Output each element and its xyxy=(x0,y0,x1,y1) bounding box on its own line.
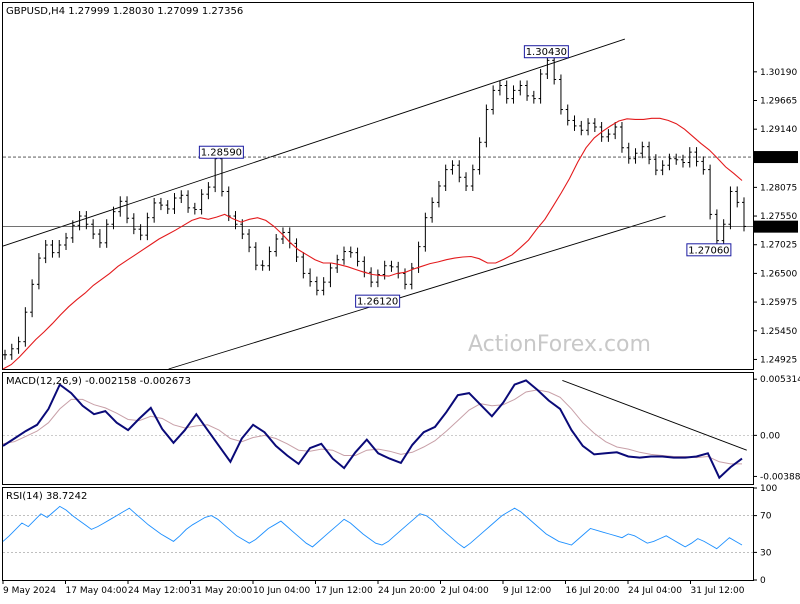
rsi-axis-tick-label: 100 xyxy=(760,484,777,494)
rsi-panel-frame xyxy=(2,487,754,581)
price-panel-frame xyxy=(2,2,754,370)
x-axis-tick-label: 9 Jul 12:00 xyxy=(503,586,552,596)
x-axis-tick-label: 24 May 12:00 xyxy=(128,586,190,596)
macd-panel-frame xyxy=(2,372,754,485)
annotation-label: 1.28590 xyxy=(201,148,242,159)
price-axis-tick-label: 1.25450 xyxy=(760,327,797,337)
macd-axis-tick-label: 0.00 xyxy=(760,431,780,441)
price-axis-tick-label: 1.25975 xyxy=(760,298,797,308)
price-badge-0 xyxy=(754,151,798,164)
price-axis-tick-label: 1.29665 xyxy=(760,97,797,107)
annotation-label: 1.27060 xyxy=(688,245,729,256)
price-badge-1 xyxy=(754,220,798,233)
macd-signal-line xyxy=(2,389,742,465)
price-axis-tick-label: 1.29140 xyxy=(760,125,797,135)
macd-trendline xyxy=(562,379,747,451)
x-axis-tick-label: 31 Jul 12:00 xyxy=(691,586,745,596)
price-badge-label-0: 1.28630 xyxy=(757,154,794,164)
price-axis-tick-label: 1.27550 xyxy=(760,212,797,222)
x-axis-tick-label: 17 May 04:00 xyxy=(66,586,128,596)
price-panel-header: GBPUSD,H4 1.27999 1.28030 1.27099 1.2735… xyxy=(6,6,243,17)
x-axis-tick-label: 24 Jun 20:00 xyxy=(378,586,435,596)
moving-average-line xyxy=(2,117,743,370)
price-axis-tick-label: 1.24925 xyxy=(760,355,797,365)
annotation-box xyxy=(523,45,569,59)
x-axis-tick-label: 2 Jul 04:00 xyxy=(441,586,490,596)
x-axis-tick-label: 10 Jun 04:00 xyxy=(253,586,310,596)
rsi-axis-tick-label: 0 xyxy=(760,576,766,586)
macd-axis-tick-label: 0.005314 xyxy=(760,375,800,385)
watermark-text: ActionForex.com xyxy=(468,332,651,357)
macd-panel-header: MACD(12,26,9) -0.002158 -0.002673 xyxy=(6,376,191,387)
price-layer: 1.30430 1.28590 1.26120 1.27060 xyxy=(2,38,753,370)
price-axis-tick-label: 1.27025 xyxy=(760,241,797,251)
macd-layer xyxy=(2,379,753,480)
annotation-label: 1.26120 xyxy=(357,297,398,308)
annotation-box xyxy=(355,294,401,308)
macd-axis-tick-label: -0.003885 xyxy=(760,472,800,482)
price-axis-tick-label: 1.28075 xyxy=(760,183,797,193)
rsi-axis-tick-label: 30 xyxy=(760,548,772,558)
annotation-box xyxy=(686,243,732,257)
rsi-panel-header: RSI(14) 38.7242 xyxy=(6,491,87,502)
x-axis-tick-label: 16 Jul 20:00 xyxy=(566,586,620,596)
macd-main-line xyxy=(2,379,743,480)
annotation-label: 1.30430 xyxy=(526,47,567,58)
annotation-box xyxy=(198,145,244,159)
x-axis-tick-label: 17 Jun 12:00 xyxy=(316,586,373,596)
price-axis-tick-label: 1.30190 xyxy=(760,68,797,78)
axes-layer: 1.301901.296651.291401.286151.280751.275… xyxy=(2,68,800,596)
channel-upper-line xyxy=(2,38,626,247)
x-axis-tick-label: 31 May 20:00 xyxy=(191,586,253,596)
channel-lower-line xyxy=(168,215,666,370)
price-badge-label-1: 1.27356 xyxy=(757,223,794,233)
rsi-layer xyxy=(2,505,753,553)
rsi-axis-tick-label: 70 xyxy=(760,512,772,522)
x-axis-tick-label: 24 Jul 04:00 xyxy=(628,586,682,596)
x-axis-tick-label: 9 May 2024 xyxy=(3,586,56,596)
rsi-line xyxy=(2,505,743,550)
price-axis-tick-label: 1.26500 xyxy=(760,269,797,279)
